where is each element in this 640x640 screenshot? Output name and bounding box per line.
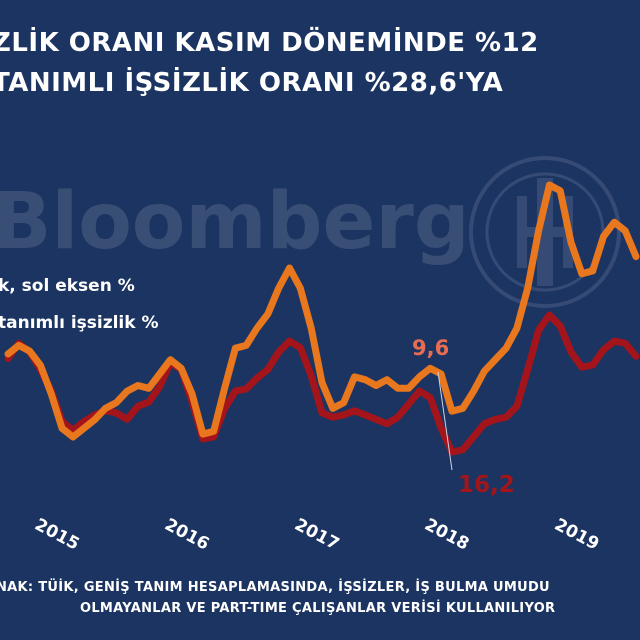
series-broad-line — [4, 311, 640, 456]
annotation-label-orange: 9,6 — [412, 336, 449, 360]
source-note-line-2: OLMAYANLAR VE PART-TIME ÇALIŞANLAR VERİS… — [80, 601, 556, 616]
x-axis: 2015 2016 2017 2018 2019 — [31, 515, 602, 555]
series-headline-line — [4, 181, 640, 441]
annotation-label-red: 16,2 — [458, 472, 515, 498]
annotation-leader-line — [437, 371, 453, 471]
bloomberg-ht-logo-icon — [469, 156, 621, 308]
annotations: 9,6 16,2 — [412, 336, 515, 498]
legend-entry-broad-rate: tanımlı işsizlik % — [0, 313, 159, 333]
series-layer — [4, 181, 640, 456]
x-tick-label-2016: 2016 — [161, 515, 212, 555]
legend-entry-headline-rate: k, sol eksen % — [0, 276, 135, 296]
watermark-text: Bloomberg — [0, 177, 470, 267]
source-note-line-1: NAK: TÜİK, GENİŞ TANIM HESAPLAMASINDA, İ… — [0, 580, 550, 595]
x-tick-label-2019: 2019 — [551, 515, 602, 555]
x-tick-label-2017: 2017 — [291, 515, 342, 555]
chart-title-line-1: ZLİK ORANI KASIM DÖNEMİNDE %12 — [0, 28, 539, 58]
x-tick-label-2018: 2018 — [421, 515, 472, 555]
chart-title-line-2: TANIMLI İŞSİZLİK ORANI %28,6'YA — [0, 68, 504, 98]
x-tick-label-2015: 2015 — [31, 515, 82, 555]
